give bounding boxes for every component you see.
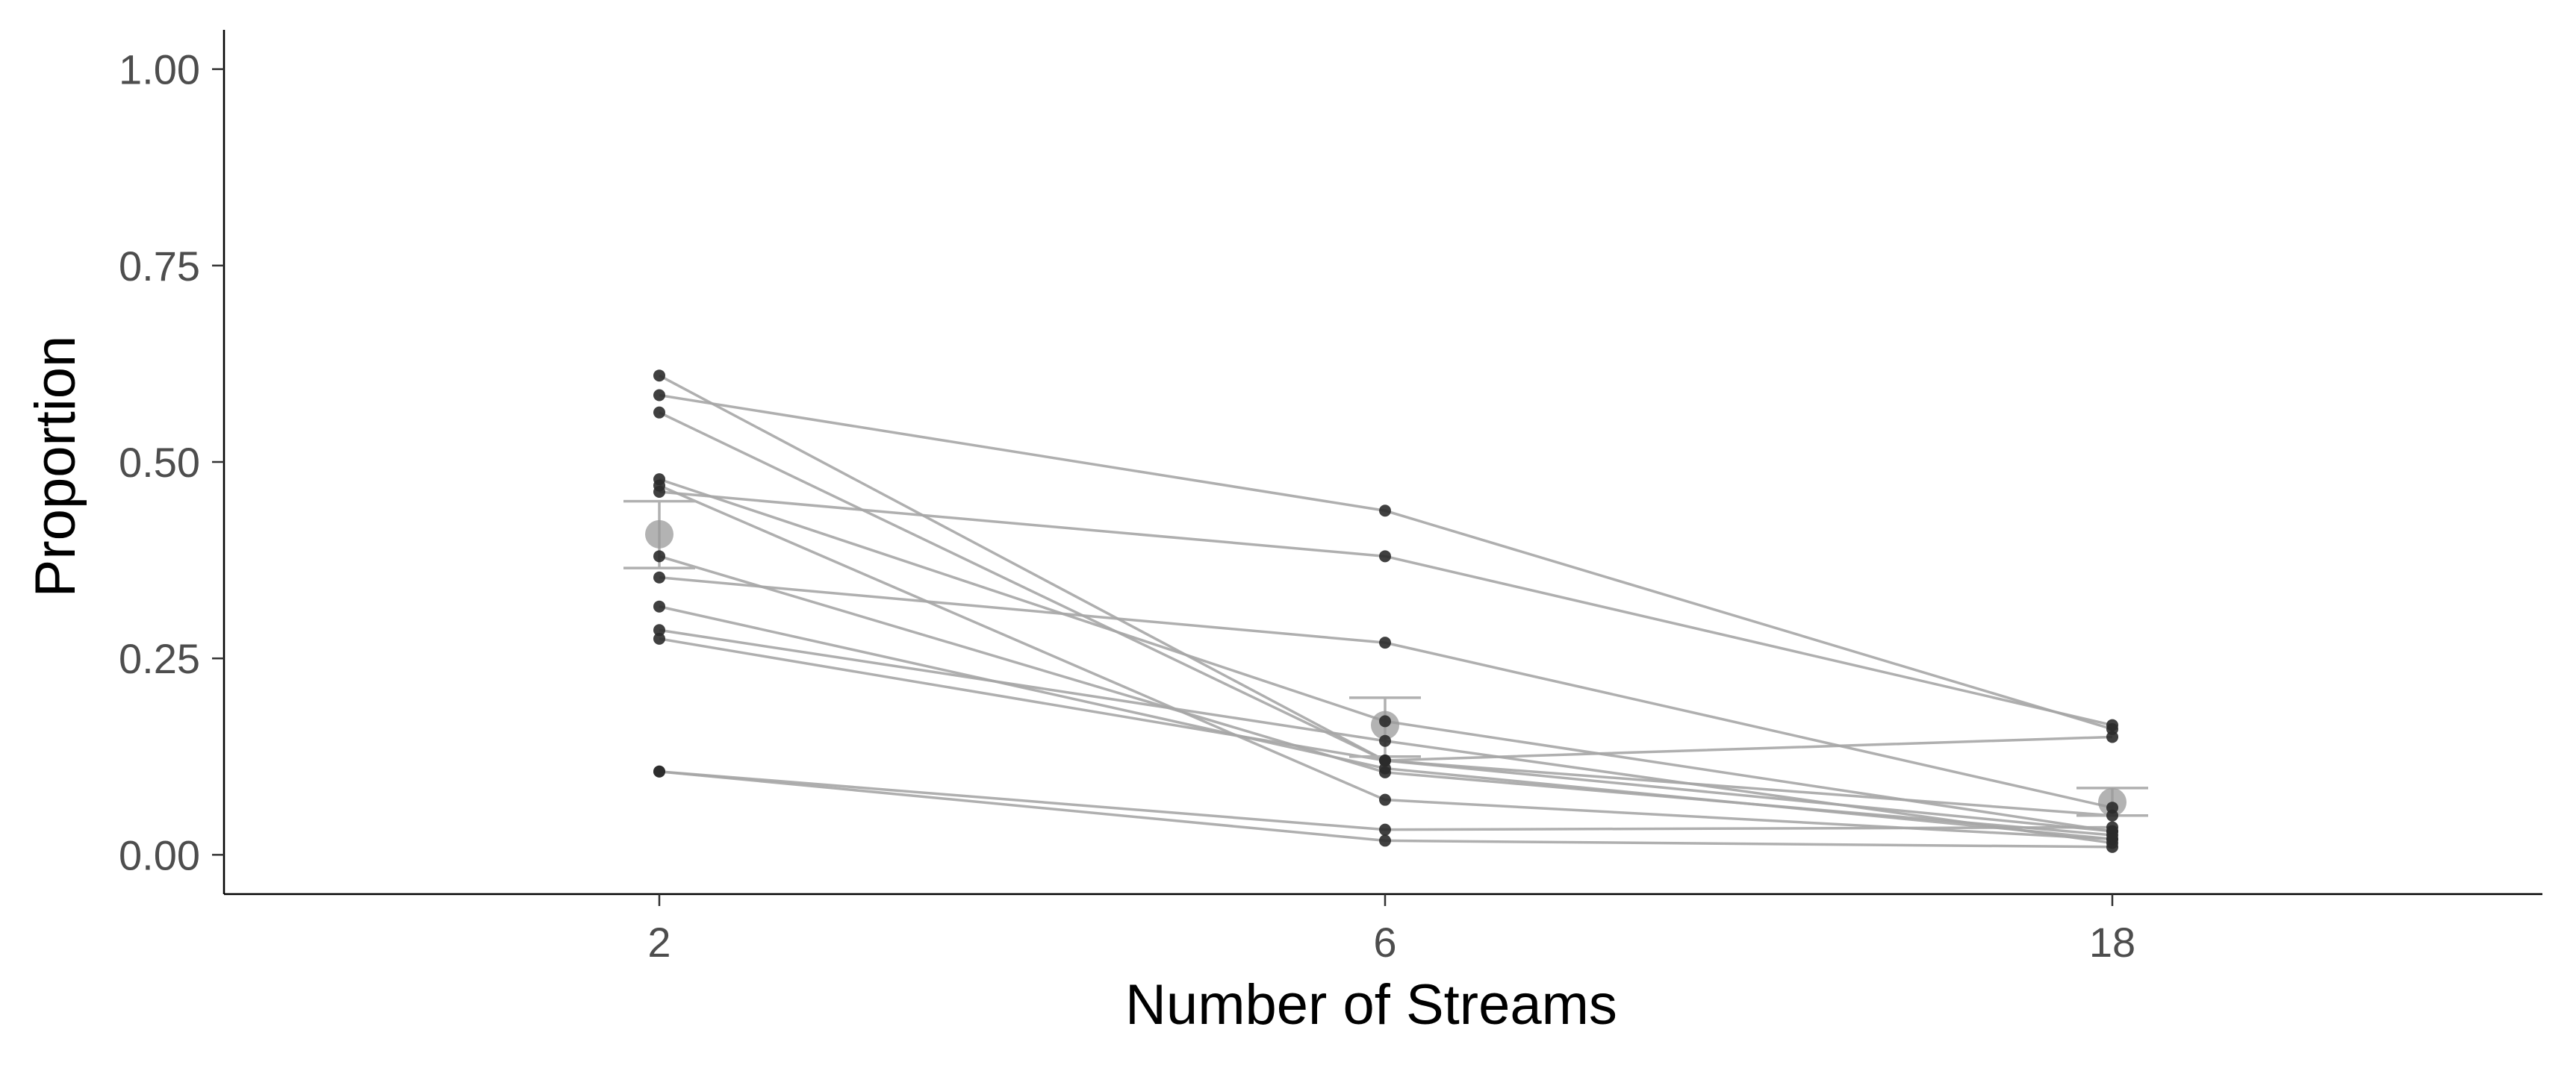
data-point [1379,550,1391,563]
data-point [1379,505,1391,517]
data-point [1379,823,1391,836]
x-tick-label: 6 [1373,919,1396,966]
data-point [2106,719,2118,731]
y-tick-label: 0.25 [119,635,200,682]
data-point [1379,637,1391,649]
data-point [1379,715,1391,728]
y-tick-label: 0.50 [119,439,200,486]
data-point [653,389,665,402]
data-point [653,624,665,637]
data-point [2106,731,2118,743]
data-point [1379,834,1391,847]
participant-points [653,369,2118,853]
data-point [1379,755,1391,767]
y-tick-label: 1.00 [119,46,200,93]
y-tick-label: 0.75 [119,243,200,290]
mean-points [645,519,2127,816]
x-tick-label: 18 [2089,919,2135,966]
data-point [653,571,665,584]
x-tick-label: 2 [647,919,671,966]
data-point [2106,821,2118,834]
data-point [653,550,665,563]
mean-point [645,519,673,549]
data-point [1379,793,1391,806]
data-point [2106,802,2118,814]
y-axis-ticks: 0.00 0.25 0.50 0.75 1.00 [119,46,224,878]
data-point [1379,734,1391,747]
y-tick-label: 0.00 [119,831,200,878]
data-point [2106,840,2118,853]
x-axis-title: Number of Streams [1125,973,1617,1037]
data-point [653,632,665,645]
data-point [653,406,665,419]
data-point [653,369,665,382]
participant-line [659,490,2113,727]
data-point [653,486,665,499]
data-point [653,600,665,613]
y-axis-title: Proportion [24,336,87,598]
data-point [653,765,665,778]
x-axis-ticks: 2 6 18 [647,894,2135,966]
